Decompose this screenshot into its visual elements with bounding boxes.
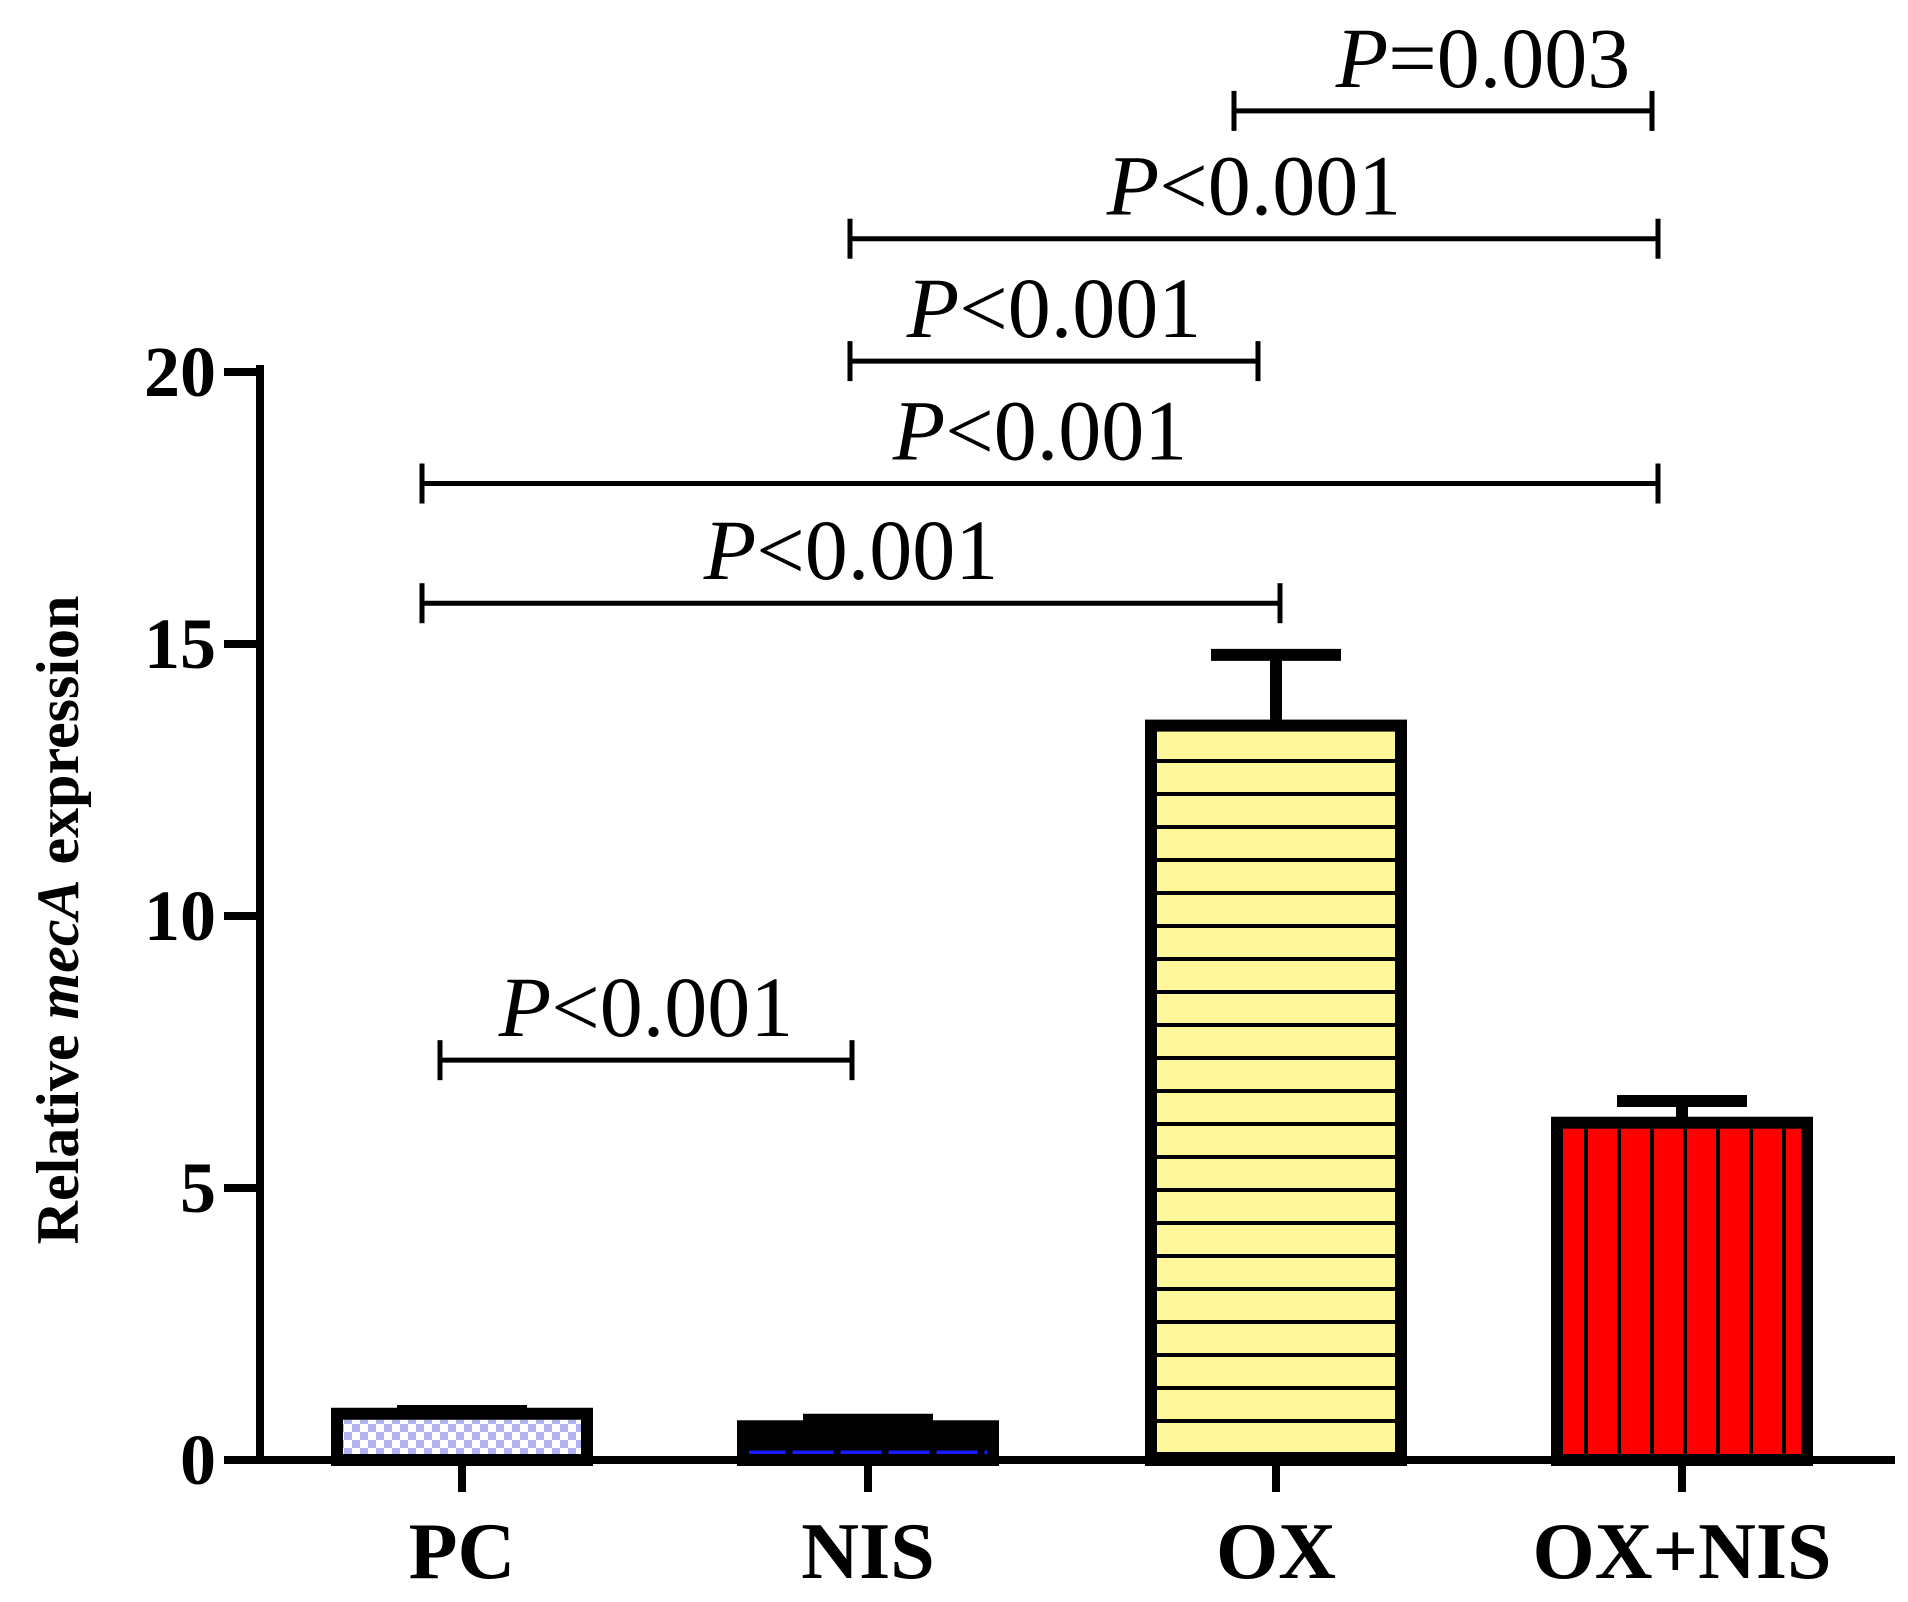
p-value: 0.001: [1008, 260, 1202, 356]
p-value: 0.003: [1437, 10, 1631, 106]
p-value-label: P<0.001: [906, 260, 1202, 356]
bar-ox-plus-nis: [1551, 1116, 1813, 1466]
p-operator: <: [551, 959, 600, 1055]
y-tick-label: 5: [180, 1148, 216, 1228]
p-symbol: P: [1335, 10, 1389, 106]
p-operator: <: [945, 383, 994, 479]
comparison-bracket: P<0.001: [437, 959, 855, 1081]
bar-ox: [1145, 719, 1407, 1466]
p-value-label: P<0.001: [892, 383, 1188, 479]
p-value-label: P<0.001: [703, 502, 999, 598]
p-operator: =: [1388, 10, 1437, 106]
y-tick-label: 20: [144, 332, 216, 412]
bar-pc: [331, 1407, 593, 1467]
y-axis-title-prefix: Relative: [25, 1019, 91, 1244]
bar-nis: [737, 1420, 999, 1466]
p-value: 0.001: [600, 959, 794, 1055]
p-value-label: P=0.003: [1335, 10, 1631, 106]
x-tick-label: PC: [409, 1508, 516, 1596]
x-tick-label: NIS: [801, 1508, 934, 1596]
p-operator: <: [1159, 138, 1208, 234]
p-operator: <: [756, 502, 805, 598]
y-axis-title: Relative mecA expression: [25, 596, 91, 1245]
x-tick-label: OX: [1216, 1508, 1336, 1596]
significance-brackets: P<0.001P<0.001P<0.001P<0.001P<0.001P=0.0…: [419, 10, 1661, 1081]
y-tick-label: 10: [144, 876, 216, 956]
p-symbol: P: [906, 260, 960, 356]
comparison-bracket: P=0.003: [1231, 10, 1655, 131]
y-axis-title-gene: mecA: [25, 880, 91, 1020]
p-symbol: P: [1106, 138, 1160, 234]
comparison-bracket: P<0.001: [847, 138, 1661, 259]
axes: [225, 365, 1895, 1464]
p-symbol: P: [498, 959, 552, 1055]
p-value: 0.001: [805, 502, 999, 598]
y-tick-label: 15: [144, 604, 216, 684]
p-value-label: P<0.001: [498, 959, 794, 1055]
y-axis-ticks: 0 5 10 15 20: [144, 332, 260, 1500]
p-symbol: P: [892, 383, 946, 479]
p-value: 0.001: [994, 383, 1188, 479]
comparison-bracket: P<0.001: [419, 502, 1283, 624]
p-operator: <: [959, 260, 1008, 356]
p-value: 0.001: [1208, 138, 1402, 234]
p-value-label: P<0.001: [1106, 138, 1402, 234]
y-tick-label: 0: [180, 1420, 216, 1500]
y-axis-title-suffix: expression: [25, 596, 91, 880]
error-bars: [397, 648, 1747, 1427]
bars: [331, 719, 1813, 1467]
x-tick-label: OX+NIS: [1533, 1508, 1832, 1596]
x-axis-ticks: PC NIS OX OX+NIS: [409, 1460, 1832, 1596]
p-symbol: P: [703, 502, 757, 598]
comparison-bracket: P<0.001: [847, 260, 1261, 382]
comparison-bracket: P<0.001: [419, 383, 1661, 504]
